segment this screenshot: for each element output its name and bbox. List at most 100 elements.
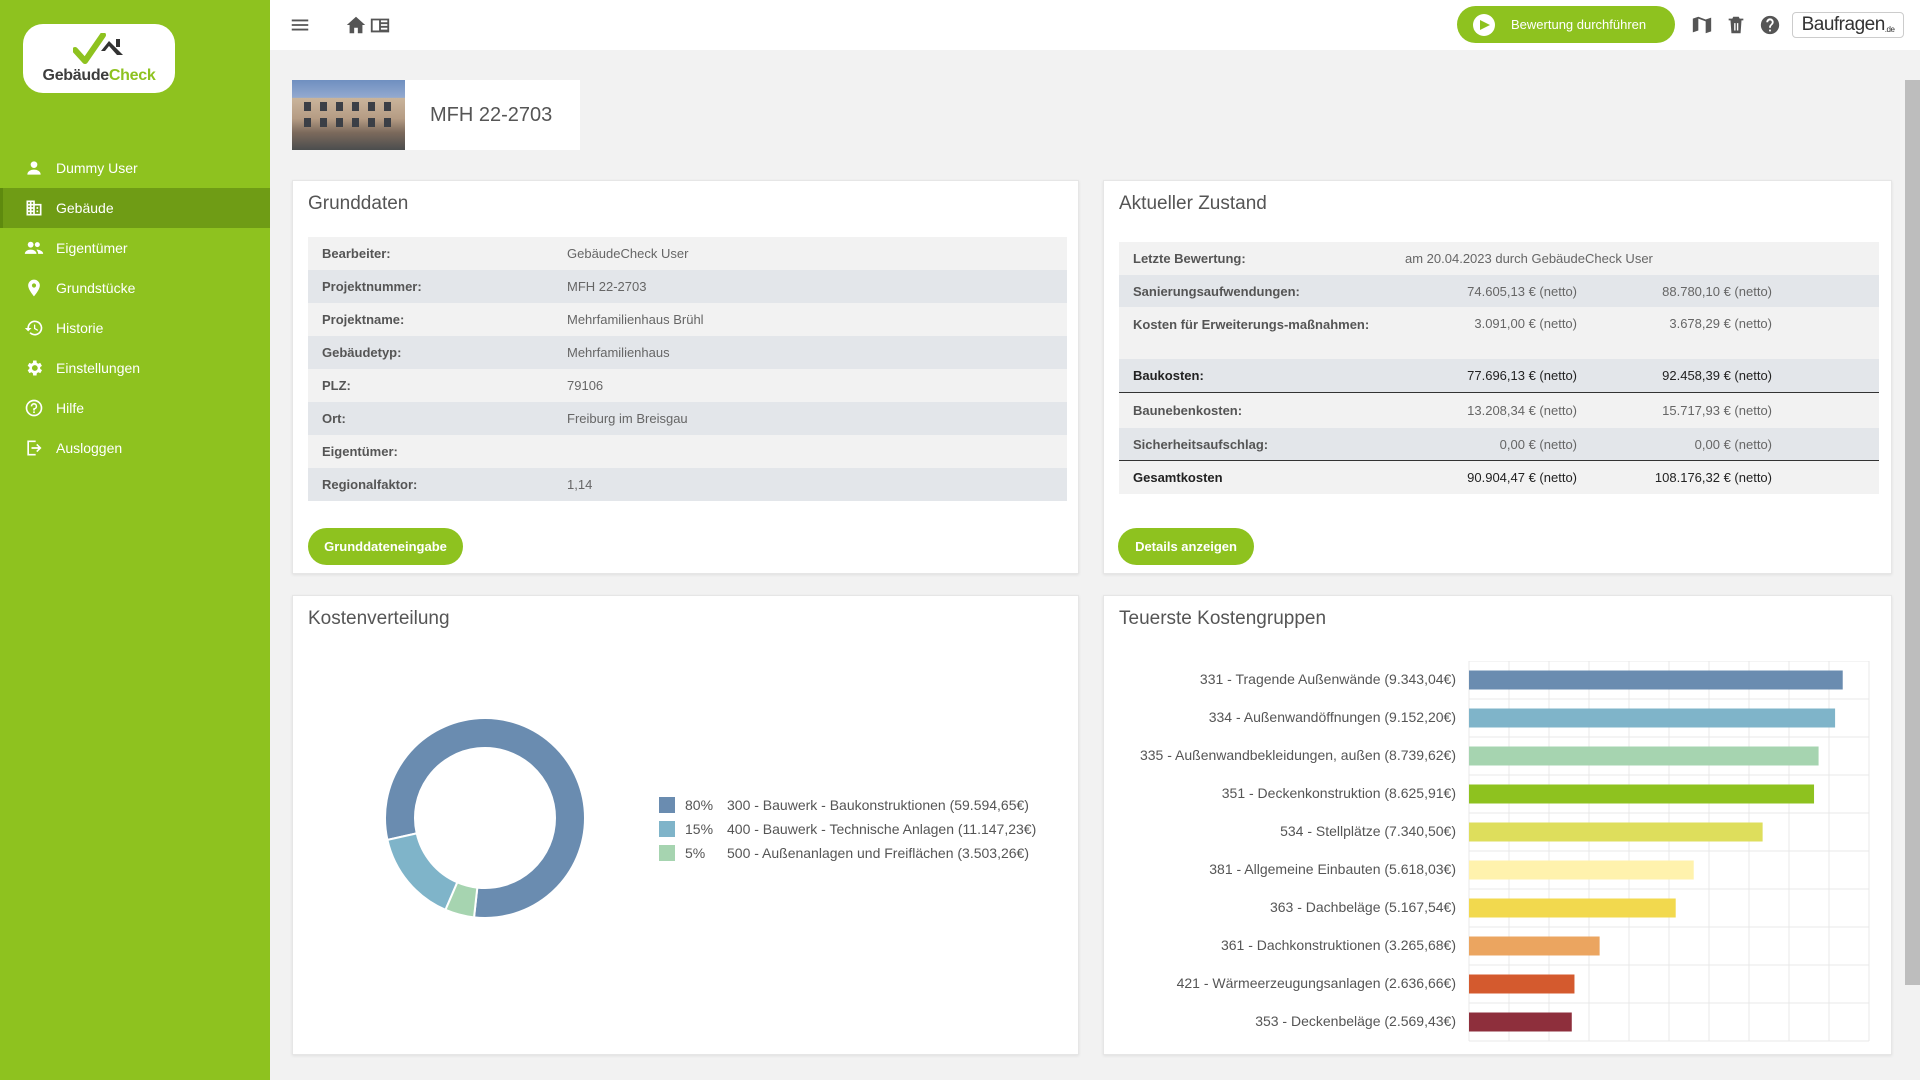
legend-item[interactable]: 15% 400 - Bauwerk - Technische Anlagen (1…: [659, 817, 1036, 841]
table-row: Letzte Bewertung: am 20.04.2023 durch Ge…: [1119, 242, 1879, 275]
table-row: Ort: Freiburg im Breisgau: [308, 402, 1067, 435]
vertical-scrollbar[interactable]: [1905, 80, 1920, 985]
row-label: Bearbeiter:: [322, 246, 391, 261]
menu-icon[interactable]: [288, 13, 312, 37]
donut-slice[interactable]: [385, 718, 585, 918]
help-circle-icon[interactable]: [1758, 13, 1782, 37]
row-label: Sicherheitsaufschlag:: [1133, 436, 1269, 452]
legend-swatch: [659, 845, 675, 861]
book-map-icon[interactable]: [1690, 13, 1714, 37]
bar-label: 421 - Wärmeerzeugungsanlagen (2.636,66€): [1176, 975, 1456, 991]
kostenverteilung-card: Kostenverteilung 80% 300 - Bauwerk - Bauk…: [292, 595, 1079, 1055]
zustand-title: Aktueller Zustand: [1119, 193, 1267, 214]
sidebar-item-eigentuemer[interactable]: Eigentümer: [0, 228, 270, 268]
bar[interactable]: [1469, 822, 1763, 842]
bar[interactable]: [1469, 860, 1694, 880]
table-row: Projektnummer: MFH 22-2703: [308, 270, 1067, 303]
cost-value-2: 3.678,29 € (netto): [1669, 316, 1772, 331]
sidebar-item-einstellungen[interactable]: Einstellungen: [0, 348, 270, 388]
sidebar-item-gebaeude[interactable]: Gebäude: [0, 188, 270, 228]
row-label: Projektnummer:: [322, 279, 422, 294]
logo-check-icon: [73, 32, 123, 64]
table-row: Projektname: Mehrfamilienhaus Brühl: [308, 303, 1067, 336]
cost-value-2: 108.176,32 € (netto): [1654, 470, 1772, 485]
sidebar-item-historie[interactable]: Historie: [0, 308, 270, 348]
building-title: MFH 22-2703: [430, 103, 553, 126]
row-label: Regionalfaktor:: [322, 477, 418, 492]
legend-percent: 80%: [685, 797, 714, 813]
row-value: 1,14: [567, 477, 593, 492]
aktueller-zustand-card: Aktueller Zustand Letzte Bewertung: am 2…: [1103, 180, 1892, 574]
row-label: Gesamtkosten: [1133, 470, 1223, 485]
table-row: Sanierungsaufwendungen: 74.605,13 € (net…: [1119, 275, 1879, 307]
bar[interactable]: [1469, 898, 1676, 918]
row-value: Freiburg im Breisgau: [567, 411, 688, 426]
sidebar: GebäudeCheck Dummy User Gebäude Eigentüm…: [0, 0, 270, 1080]
zustand-table: Letzte Bewertung: am 20.04.2023 durch Ge…: [1119, 242, 1879, 494]
cost-value-1: 3.091,00 € (netto): [1474, 316, 1577, 331]
bar-label: 331 - Tragende Außenwände (9.343,04€): [1199, 671, 1456, 687]
legend-item[interactable]: 80% 300 - Bauwerk - Baukonstruktionen (59…: [659, 793, 1036, 817]
logout-icon: [24, 438, 44, 458]
details-anzeigen-button[interactable]: Details anzeigen: [1118, 528, 1254, 565]
sidebar-item-label: Gebäude: [56, 200, 114, 216]
sidebar-item-label: Ausloggen: [56, 440, 123, 456]
bar-label: 335 - Außenwandbekleidungen, außen (8.73…: [1139, 747, 1456, 763]
table-row: Gesamtkosten 90.904,47 € (netto) 108.176…: [1119, 461, 1879, 494]
bar[interactable]: [1469, 708, 1836, 728]
sidebar-item-hilfe[interactable]: Hilfe: [0, 388, 270, 428]
table-row: Baukosten: 77.696,13 € (netto) 92.458,39…: [1119, 359, 1879, 393]
row-value: 79106: [567, 378, 604, 393]
bar-label: 381 - Allgemeine Einbauten (5.618,03€): [1209, 861, 1456, 877]
play-icon: [1473, 13, 1495, 36]
sidebar-item-label: Historie: [56, 320, 104, 336]
bar[interactable]: [1469, 974, 1575, 994]
row-label: PLZ:: [322, 378, 351, 393]
cost-value-2: 92.458,39 € (netto): [1662, 368, 1772, 383]
grunddaten-title: Grunddaten: [308, 193, 409, 214]
row-value: Mehrfamilienhaus Brühl: [567, 312, 704, 327]
delete-icon[interactable]: [1724, 13, 1748, 37]
bar[interactable]: [1469, 936, 1600, 956]
bar-label: 534 - Stellplätze (7.340,50€): [1280, 823, 1456, 839]
sidebar-item-ausloggen[interactable]: Ausloggen: [0, 428, 270, 468]
cost-value-1: 13.208,34 € (netto): [1467, 403, 1577, 418]
table-row: Regionalfaktor: 1,14: [308, 468, 1067, 501]
sidebar-item-label: Einstellungen: [56, 360, 141, 376]
grunddaten-table: Bearbeiter: GebäudeCheck User Projektnumm…: [308, 237, 1067, 501]
cost-value-2: 15.717,93 € (netto): [1662, 403, 1772, 418]
table-row: Kosten für Erweiterungs-maßnahmen: 3.091…: [1119, 307, 1879, 359]
row-label: Ort:: [322, 411, 346, 426]
baufragen-brand-link[interactable]: Baufragen .de: [1792, 12, 1904, 38]
people-icon: [24, 238, 44, 258]
kostenverteilung-title: Kostenverteilung: [308, 608, 450, 629]
row-label: Baukosten:: [1133, 368, 1204, 383]
building-list-icon[interactable]: [368, 13, 392, 37]
donut-slice[interactable]: [386, 832, 459, 912]
home-icon[interactable]: [344, 13, 368, 37]
help-icon: [24, 398, 44, 418]
teuerste-kostengruppen-card: Teuerste Kostengruppen 331 - Tragende Au…: [1103, 595, 1892, 1055]
app-logo[interactable]: GebäudeCheck: [23, 24, 175, 93]
grunddateneingabe-button[interactable]: Grunddateneingabe: [308, 528, 463, 565]
legend-label: 300 - Bauwerk - Baukonstruktionen (59.59…: [727, 797, 1029, 813]
legend-label: 400 - Bauwerk - Technische Anlagen (11.1…: [727, 821, 1037, 837]
donut-slice[interactable]: [444, 880, 479, 918]
logo-text: GebäudeCheck: [42, 66, 156, 84]
sidebar-item-dummy-user[interactable]: Dummy User: [0, 148, 270, 188]
bar[interactable]: [1469, 746, 1819, 766]
bar[interactable]: [1469, 670, 1843, 690]
sidebar-item-grundstuecke[interactable]: Grundstücke: [0, 268, 270, 308]
building-photo: [292, 80, 405, 150]
legend-item[interactable]: 5% 500 - Außenanlagen und Freiflächen (3.…: [659, 841, 1036, 865]
bar[interactable]: [1469, 1012, 1572, 1032]
history-icon: [24, 318, 44, 338]
legend-percent: 5%: [685, 845, 706, 861]
bar[interactable]: [1469, 784, 1815, 804]
evaluate-button[interactable]: Bewertung durchführen: [1457, 6, 1675, 43]
building-header: MFH 22-2703: [292, 80, 580, 150]
gear-icon: [24, 358, 44, 378]
table-row: Bearbeiter: GebäudeCheck User: [308, 237, 1067, 270]
table-row: Eigentümer:: [308, 435, 1067, 468]
row-value: GebäudeCheck User: [567, 246, 689, 261]
